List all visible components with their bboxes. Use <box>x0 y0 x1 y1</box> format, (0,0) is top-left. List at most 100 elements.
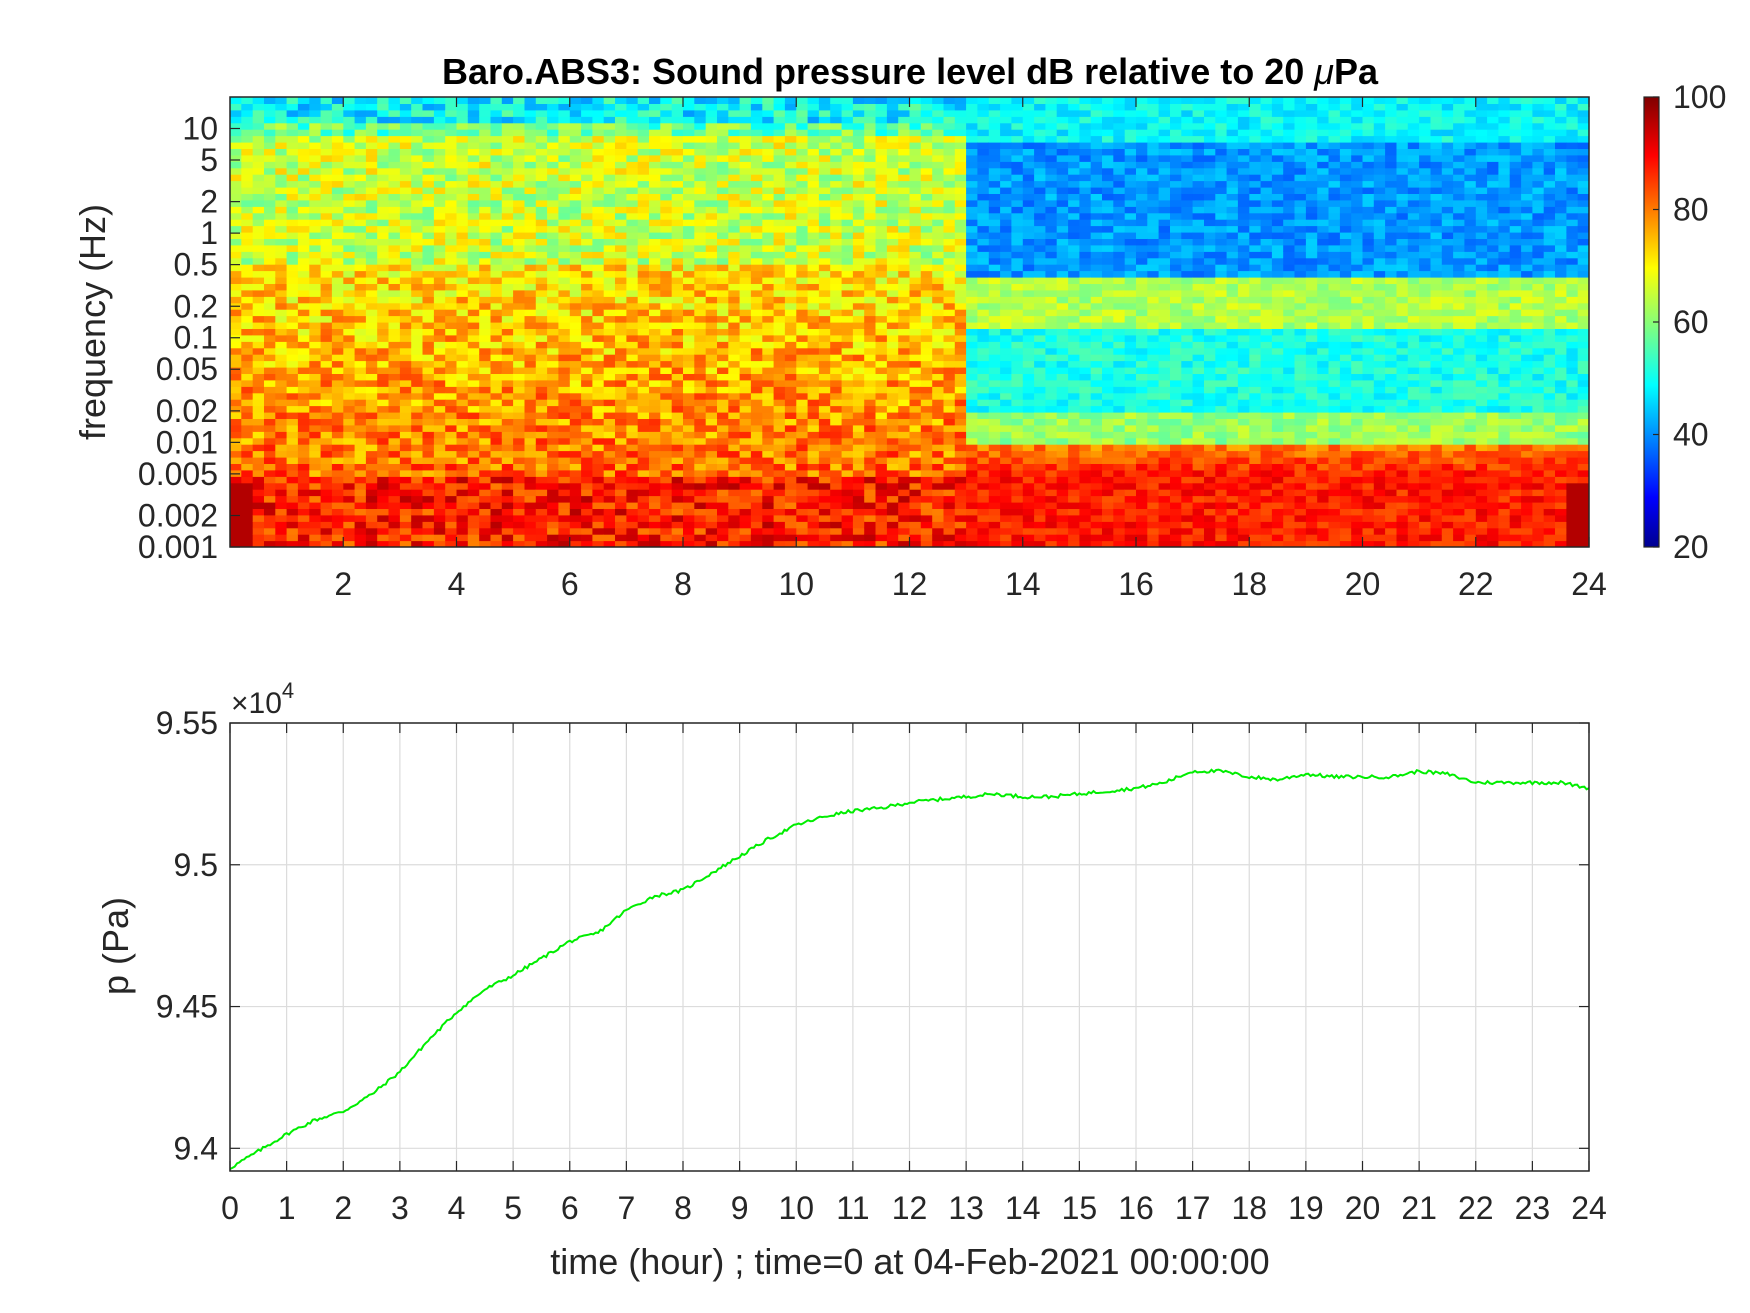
spectrogram-cell <box>547 251 559 259</box>
spectrogram-cell <box>275 244 288 252</box>
spectrogram-cell <box>275 193 288 201</box>
spectrogram-cell <box>422 180 435 188</box>
spectrogram-cell <box>671 302 684 310</box>
spectrogram-cell <box>230 392 242 400</box>
spectrogram-cell <box>920 379 933 387</box>
spectrogram-cell <box>671 225 684 233</box>
spectrogram-cell <box>954 347 967 355</box>
spectrogram-cell <box>309 502 322 509</box>
spectrogram-cell <box>490 296 503 304</box>
spectrogram-cell <box>909 514 922 522</box>
spectrogram-cell <box>433 392 446 400</box>
spectrogram-cell <box>297 277 310 284</box>
spectrogram-cell <box>501 174 514 182</box>
spectrogram-cell <box>920 142 933 149</box>
spectrogram-cell <box>241 116 254 124</box>
spectrogram-cell <box>547 109 559 117</box>
spectrogram-cell <box>932 482 945 490</box>
spectrogram-cell <box>331 315 344 323</box>
spectrogram-cell <box>1034 405 1046 413</box>
spectrogram-cell <box>626 418 639 426</box>
spectrogram-cell <box>241 418 254 426</box>
spectrogram-cell <box>252 341 265 349</box>
spectrogram-cell <box>705 514 718 522</box>
spectrogram-cell <box>343 199 356 207</box>
spectrogram-cell <box>615 379 627 387</box>
spectrogram-cell <box>750 212 763 220</box>
spectrogram-cell <box>694 257 707 265</box>
spectrogram-cell <box>422 373 435 381</box>
spectrogram-cell <box>977 373 990 381</box>
spectrogram-cell <box>547 534 559 542</box>
spectrogram-cell <box>286 412 299 419</box>
spectrogram-cell <box>671 392 684 400</box>
spectrogram-cell <box>433 219 446 227</box>
spectrogram-cell <box>909 174 922 182</box>
spectrogram-cell <box>864 219 877 227</box>
spectrogram-cell <box>264 212 276 220</box>
spectrogram-cell <box>683 489 695 497</box>
spectrogram-cell <box>943 296 956 304</box>
spectrogram-cell <box>807 309 820 317</box>
spectrogram-cell <box>966 167 978 175</box>
spectrogram-cell <box>501 341 514 349</box>
spectrogram-cell <box>954 264 967 272</box>
spectrogram-cell <box>683 444 695 452</box>
spectrogram-cell <box>864 302 877 310</box>
spectrogram-cell <box>490 103 503 111</box>
spectrogram-cell <box>535 161 548 169</box>
spectrogram-cell <box>535 444 548 452</box>
spectrogram-cell <box>1000 302 1012 310</box>
spectrogram-cell <box>377 508 390 516</box>
spectrogram-cell <box>615 367 627 374</box>
spectrogram-cell <box>649 328 661 336</box>
spectrogram-cell <box>286 309 299 317</box>
spectrogram-cell <box>841 412 854 419</box>
spectrogram-cell <box>581 109 593 117</box>
spectrogram-cell <box>626 527 639 535</box>
spectrogram-cell <box>377 399 390 407</box>
spectrogram-cell <box>264 431 276 439</box>
spectrogram-cell <box>717 360 729 368</box>
spectrogram-cell <box>649 424 661 432</box>
spectrogram-cell <box>388 354 401 362</box>
spectrogram-cell <box>377 135 390 143</box>
spectrogram-cell <box>660 502 673 509</box>
spectrogram-cell <box>354 270 367 278</box>
spectrogram-cell <box>252 212 265 220</box>
spectrogram-cell <box>513 347 525 355</box>
spectrogram-cell <box>547 354 559 362</box>
spectrogram-cell <box>354 341 367 349</box>
spectrogram-cell <box>943 367 956 374</box>
spectrogram-cell <box>671 283 684 291</box>
spectrogram-cell <box>320 476 333 484</box>
spectrogram-cell <box>399 405 412 413</box>
spectrogram-cell <box>988 463 1001 471</box>
spectrogram-cell <box>841 367 854 374</box>
spectrogram-cell <box>399 148 412 156</box>
spectrogram-cell <box>422 212 435 220</box>
spectrogram-cell <box>433 341 446 349</box>
spectrogram-cell <box>230 167 242 175</box>
spectrogram-cell <box>422 225 435 233</box>
spectrogram-cell <box>501 232 514 239</box>
spectrogram-cell <box>1000 424 1012 432</box>
spectrogram-cell <box>705 270 718 278</box>
spectrogram-cell <box>603 534 616 542</box>
spectrogram-cell <box>264 225 276 233</box>
spectrogram-cell <box>275 373 288 381</box>
spectrogram-cell <box>841 270 854 278</box>
spectrogram-cell <box>988 161 1001 169</box>
spectrogram-cell <box>264 457 276 464</box>
spectrogram-cell <box>581 225 593 233</box>
spectrogram-cell <box>898 360 911 368</box>
spectrogram-cell <box>705 103 718 111</box>
spectrogram-cell <box>886 296 899 304</box>
spectrogram-cell <box>966 322 978 329</box>
spectrogram-cell <box>524 514 537 522</box>
spectrogram-cell <box>898 283 911 291</box>
spectrogram-cell <box>671 244 684 252</box>
spectrogram-cell <box>354 219 367 227</box>
spectrogram-cell <box>728 187 741 194</box>
spectrogram-cell <box>275 142 288 149</box>
